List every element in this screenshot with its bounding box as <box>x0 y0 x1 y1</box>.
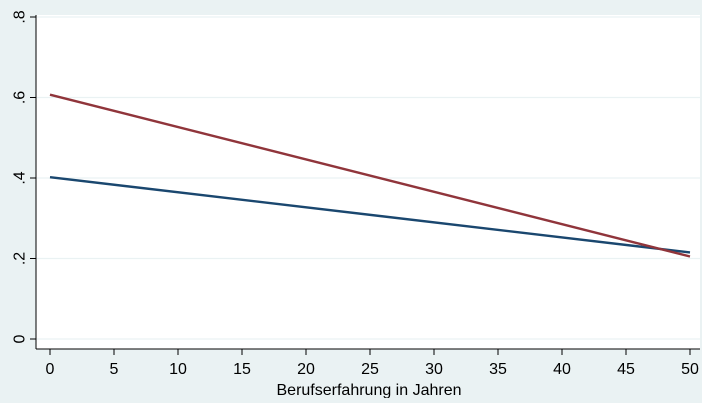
y-tick-label: .6 <box>12 91 29 104</box>
y-tick-label: .2 <box>12 252 29 265</box>
y-tick-labels: 0 .2 .4 .6 .8 <box>12 10 29 343</box>
x-tick-label: 35 <box>489 361 507 378</box>
x-tick-label: 40 <box>553 361 571 378</box>
x-tick-label: 10 <box>169 361 187 378</box>
x-tick-label: 45 <box>617 361 635 378</box>
x-tick-label: 25 <box>361 361 379 378</box>
x-tick-label: 5 <box>110 361 119 378</box>
x-tick-label: 50 <box>681 361 699 378</box>
x-tick-label: 15 <box>233 361 251 378</box>
grid-lines <box>36 16 700 340</box>
axes <box>30 15 700 355</box>
x-tick-labels: 0 5 10 15 20 25 30 35 40 45 50 <box>46 361 699 378</box>
x-tick-label: 20 <box>297 361 315 378</box>
y-tick-label: 0 <box>12 334 29 343</box>
series-lines <box>49 93 691 258</box>
x-tick-label: 0 <box>46 361 55 378</box>
series-line-1 <box>49 176 691 254</box>
y-tick-label: .8 <box>12 10 29 23</box>
x-tick-label: 30 <box>425 361 443 378</box>
series-line-2 <box>49 93 691 258</box>
y-tick-label: .4 <box>12 171 29 184</box>
plot-area <box>36 15 700 349</box>
x-axis-label: Berufserfahrung in Jahren <box>277 382 462 398</box>
